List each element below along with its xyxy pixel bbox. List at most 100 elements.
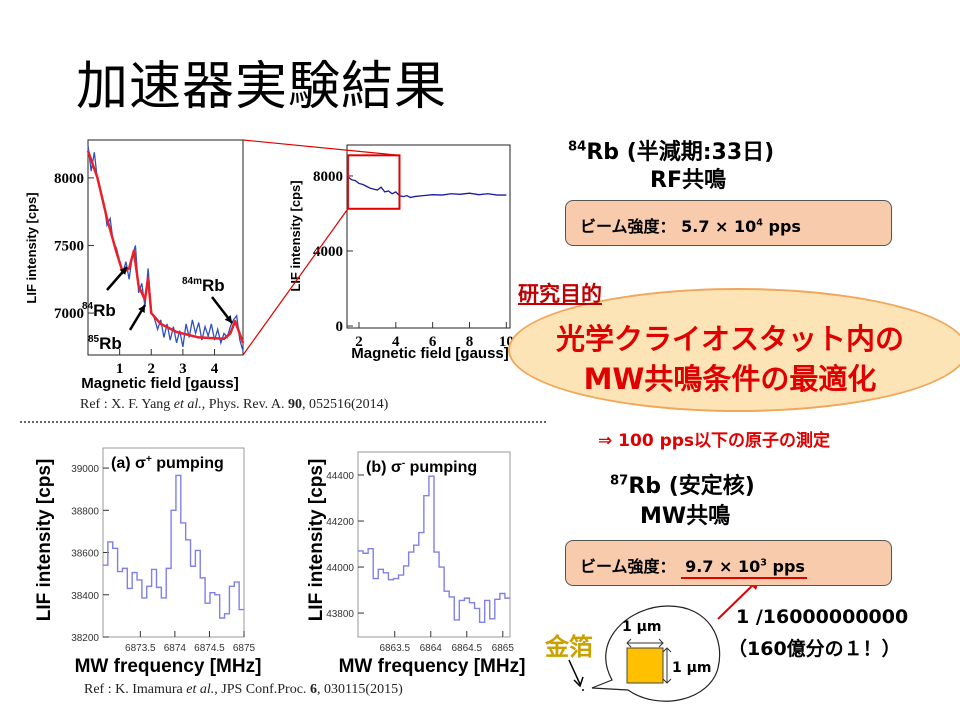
x-tick-label: 6874 bbox=[164, 643, 187, 654]
rb87-heading: 87Rb (安定核) bbox=[610, 473, 755, 499]
zoom-connector bbox=[242, 139, 400, 156]
goal-consequence: ⇒ 100 pps以下の原子の測定 bbox=[598, 431, 831, 451]
x-tick-label: 4 bbox=[211, 361, 219, 377]
plot-frame bbox=[346, 144, 511, 329]
slide-title: 加速器実験結果 bbox=[76, 57, 448, 117]
beam-label: ビーム強度： bbox=[580, 217, 676, 236]
isotope-mass: 84m bbox=[182, 276, 202, 287]
x-axis-label: MW frequency [MHz] bbox=[75, 656, 262, 677]
height-arrow bbox=[662, 647, 672, 684]
isotope-annotation: 84Rb bbox=[82, 301, 116, 320]
y-tick-label: 8000 bbox=[313, 169, 343, 185]
plot-frame bbox=[102, 447, 245, 638]
reference-imamura: Ref : K. Imamura et al., JPS Conf.Proc. … bbox=[84, 682, 403, 697]
arrow-head bbox=[224, 315, 232, 323]
y-tick-label: 7000 bbox=[54, 306, 84, 322]
panel-label-sup: + bbox=[146, 454, 152, 465]
x-tick-label: 6864.5 bbox=[451, 643, 482, 654]
chart-sigma-minus-pumping: 6863.5 6864 6864.5 6865 43800 44000 44200 44400… bbox=[306, 451, 526, 677]
research-goal-label: 研究目的 bbox=[518, 282, 602, 306]
rb84-beam-box: ビーム強度： 5.7 × 104 pps bbox=[565, 200, 892, 246]
y-tick-label: 7500 bbox=[54, 238, 84, 254]
chart-magnetic-field-zoomed: 1 2 3 4 7000 7500 8000 Magnetic field [gauss] LI… bbox=[24, 139, 245, 392]
zoom-connector bbox=[242, 208, 349, 356]
x-tick-label: 6873.5 bbox=[125, 643, 156, 654]
rb87-subheading: MW共鳴 bbox=[640, 504, 731, 529]
zoom-region-box bbox=[346, 154, 401, 210]
gold-foil-square bbox=[626, 647, 664, 684]
arrow-head bbox=[573, 676, 584, 688]
x-tick-label: 1 bbox=[116, 361, 124, 377]
isotope-annotation: 85Rb bbox=[88, 334, 122, 353]
x-tick-label: 6863.5 bbox=[379, 643, 410, 654]
chart-sigma-plus-pumping: 6873.5 6874 6874.5 6875 38200 38400 38600 38800… bbox=[34, 447, 262, 677]
panel-label-prefix: (a) σ bbox=[111, 455, 146, 472]
ratio-line-2: （160億分の１！） bbox=[728, 638, 901, 660]
width-arrow bbox=[626, 638, 664, 648]
y-axis-label: LIF intensity [cps] bbox=[34, 459, 55, 622]
gold-foil-dot bbox=[582, 689, 584, 691]
x-tick-label: 6864 bbox=[420, 643, 443, 654]
panel-label-prefix: (b) σ bbox=[366, 459, 402, 476]
isotope-symbol: Rb bbox=[202, 276, 225, 295]
y-tick-label: 8000 bbox=[54, 171, 84, 187]
rb84-heading: 84Rb (半減期:33日) bbox=[568, 139, 775, 165]
y-tick-label: 44400 bbox=[326, 471, 354, 482]
y-tick-label: 39000 bbox=[71, 464, 99, 475]
histogram-series bbox=[103, 474, 244, 619]
y-tick-label: 38200 bbox=[71, 633, 99, 644]
beam-label: ビーム強度： bbox=[580, 557, 676, 576]
reference-yang: Ref : X. F. Yang et al., Phys. Rev. A. 9… bbox=[80, 397, 389, 412]
arrow-head bbox=[119, 267, 127, 275]
ratio-line-1: 1 /16000000000 bbox=[736, 606, 909, 628]
y-axis-label: LIF intensity [cps] bbox=[24, 192, 39, 303]
x-tick-label: 8 bbox=[466, 334, 474, 350]
gold-foil-arrow bbox=[568, 659, 581, 685]
y-tick-label: 38600 bbox=[71, 549, 99, 560]
x-tick-label: 2 bbox=[355, 334, 363, 350]
y-axis-label: LIF intensity [cps] bbox=[288, 180, 303, 291]
panel-label-suffix: pumping bbox=[152, 455, 224, 472]
isotope-symbol: Rb bbox=[99, 334, 122, 353]
gold-foil-label: 金箔 bbox=[545, 633, 593, 661]
arrow-head bbox=[138, 305, 145, 313]
y-tick-label: 38400 bbox=[71, 591, 99, 602]
goal-ellipse bbox=[508, 288, 960, 412]
isotope-symbol: Rb bbox=[93, 301, 116, 320]
y-tick-label: 44000 bbox=[326, 563, 354, 574]
fit-curve bbox=[86, 150, 245, 344]
x-axis-label: Magnetic field [gauss] bbox=[351, 345, 509, 362]
plot-frame bbox=[87, 139, 244, 356]
panel-label: (a) σ+ pumping bbox=[111, 454, 224, 472]
x-tick-label: 6875 bbox=[233, 643, 256, 654]
x-tick-label: 3 bbox=[179, 361, 187, 377]
gold-foil-width: 1 μm bbox=[622, 619, 662, 635]
x-tick-label: 6 bbox=[429, 334, 437, 350]
x-tick-label: 6865 bbox=[492, 643, 515, 654]
isotope-annotation: 84mRb bbox=[182, 276, 225, 295]
y-tick-label: 43800 bbox=[326, 609, 354, 620]
rb87-beam-box: ビーム強度： 9.7 × 103 pps bbox=[565, 540, 892, 586]
x-tick-label: 2 bbox=[148, 361, 156, 377]
isotope-mass: 84 bbox=[82, 301, 94, 312]
rb84-subheading: RF共鳴 bbox=[650, 168, 726, 193]
beam-value: 5.7 × 10 bbox=[681, 217, 757, 236]
goal-line-2: MW共鳴条件の最適化 bbox=[583, 362, 877, 396]
y-axis-label: LIF intensity [cps] bbox=[306, 459, 327, 622]
y-tick-label: 0 bbox=[336, 319, 344, 335]
x-axis-label: Magnetic field [gauss] bbox=[81, 375, 239, 392]
panel-label-suffix: pumping bbox=[405, 459, 477, 476]
histogram-series bbox=[358, 475, 510, 623]
y-tick-label: 38800 bbox=[71, 506, 99, 517]
panel-label: (b) σ- pumping bbox=[366, 458, 477, 476]
beam-value-underlined: 9.7 × 103 pps bbox=[681, 557, 807, 579]
panel-label-sup: - bbox=[402, 458, 405, 469]
x-tick-label: 6874.5 bbox=[194, 643, 225, 654]
y-tick-label: 44200 bbox=[326, 517, 354, 528]
x-axis-label: MW frequency [MHz] bbox=[339, 656, 526, 677]
x-tick-label: 4 bbox=[392, 334, 400, 350]
gold-foil-height: 1 μm bbox=[672, 660, 712, 676]
isotope-mass: 85 bbox=[88, 334, 100, 345]
